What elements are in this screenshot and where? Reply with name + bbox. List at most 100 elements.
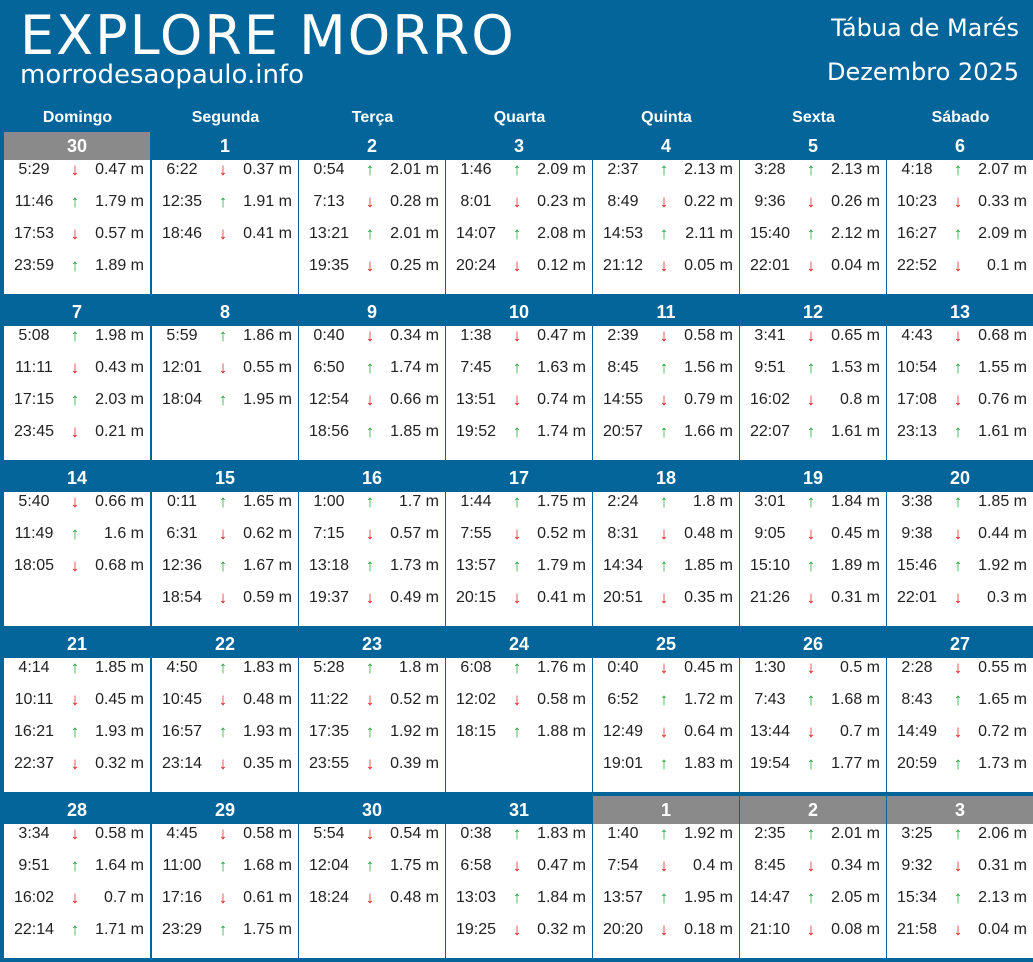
- tide-height: 0.28 m: [390, 193, 439, 210]
- day-number: 1: [593, 796, 739, 824]
- tide-row: 1:44 ↑ 1.75 m: [446, 486, 592, 518]
- tide-time: 13:44: [749, 723, 791, 740]
- tide-height: 1.8 m: [398, 659, 439, 676]
- tide-row: 7:43 ↑ 1.68 m: [740, 684, 886, 716]
- tide-row: 23:45 ↓ 0.21 m: [4, 416, 150, 448]
- arrow-up-icon: ↑: [659, 888, 669, 907]
- tide-time: 20:20: [602, 921, 644, 938]
- tide-height: 1.89 m: [95, 257, 144, 274]
- tide-time: 6:22: [166, 161, 198, 178]
- day-number: 1: [219, 136, 230, 156]
- tide-height: 0.47 m: [537, 857, 586, 874]
- tide-height: 0.4 m: [692, 857, 733, 874]
- site-url: morrodesaopaulo.info: [20, 60, 304, 90]
- day-cell: 1:38 ↓ 0.47 m 7:45 ↑ 1.63 m 13:51 ↓ 0.74 m 19:52 ↑…: [446, 326, 592, 460]
- day-cell: 4:14 ↑ 1.85 m 10:11 ↓ 0.45 m 16:21 ↑ 1.93 m 22:37…: [4, 658, 150, 792]
- arrow-up-icon: ↑: [365, 224, 375, 243]
- tide-time: 4:18: [901, 161, 933, 178]
- tide-height: 0.41 m: [537, 589, 586, 606]
- tide-time: 16:57: [161, 723, 203, 740]
- tide-row: 11:49 ↑ 1.6 m: [4, 518, 150, 550]
- tide-height: 0.12 m: [537, 257, 586, 274]
- arrow-down-icon: ↓: [806, 192, 816, 211]
- tide-time: 14:34: [602, 557, 644, 574]
- tide-height: 0.7 m: [839, 723, 880, 740]
- tide-height: 2.06 m: [978, 825, 1027, 842]
- tide-height: 0.58 m: [95, 825, 144, 842]
- day-number: 16: [361, 468, 383, 488]
- arrow-down-icon: ↓: [659, 326, 669, 345]
- tide-height: 1.89 m: [831, 557, 880, 574]
- tide-height: 0.45 m: [831, 525, 880, 542]
- tide-time: 21:10: [749, 921, 791, 938]
- tide-row: 10:11 ↓ 0.45 m: [4, 684, 150, 716]
- tide-height: 1.61 m: [978, 423, 1027, 440]
- tide-height: 0.57 m: [95, 225, 144, 242]
- tide-height: 1.66 m: [684, 423, 733, 440]
- day-number: 3: [513, 136, 524, 156]
- arrow-down-icon: ↓: [365, 588, 375, 607]
- tide-height: 2.05 m: [831, 889, 880, 906]
- tide-time: 14:47: [749, 889, 791, 906]
- arrow-down-icon: ↓: [218, 358, 228, 377]
- tide-row: 13:44 ↓ 0.7 m: [740, 716, 886, 748]
- tide-time: 19:35: [308, 257, 350, 274]
- arrow-up-icon: ↑: [70, 326, 80, 345]
- tide-row: 1:30 ↓ 0.5 m: [740, 652, 886, 684]
- tide-row: 4:45 ↓ 0.58 m: [152, 818, 298, 850]
- tide-height: 1.73 m: [390, 557, 439, 574]
- tide-height: 0.39 m: [390, 755, 439, 772]
- tide-row: 19:35 ↓ 0.25 m: [299, 250, 445, 282]
- arrow-up-icon: ↑: [953, 492, 963, 511]
- tide-height: 0.21 m: [95, 423, 144, 440]
- tide-row: 15:40 ↑ 2.12 m: [740, 218, 886, 250]
- header: EXPLORE MORRO morrodesaopaulo.info Tábua…: [0, 0, 1033, 132]
- day-cell: 1:00 ↑ 1.7 m 7:15 ↓ 0.57 m 13:18 ↑ 1.73 m 19:37 ↓ 0…: [299, 492, 445, 626]
- arrow-down-icon: ↓: [70, 888, 80, 907]
- tide-time: 5:59: [166, 327, 198, 344]
- tide-height: 0.33 m: [978, 193, 1027, 210]
- tide-row: 22:01 ↓ 0.3 m: [887, 582, 1033, 614]
- tide-row: 0:38 ↑ 1.83 m: [446, 818, 592, 850]
- tide-height: 1.79 m: [537, 557, 586, 574]
- arrow-up-icon: ↑: [512, 224, 522, 243]
- tide-row: 10:45 ↓ 0.48 m: [152, 684, 298, 716]
- tide-height: 0.64 m: [684, 723, 733, 740]
- tide-time: 18:46: [161, 225, 203, 242]
- tide-row: 12:01 ↓ 0.55 m: [152, 352, 298, 384]
- arrow-up-icon: ↑: [806, 690, 816, 709]
- tide-height: 1.93 m: [95, 723, 144, 740]
- arrow-up-icon: ↑: [953, 160, 963, 179]
- arrow-up-icon: ↑: [365, 658, 375, 677]
- tide-height: 2.09 m: [978, 225, 1027, 242]
- tide-time: 1:44: [460, 493, 492, 510]
- tide-time: 20:15: [455, 589, 497, 606]
- arrow-down-icon: ↓: [953, 192, 963, 211]
- tide-height: 0.79 m: [684, 391, 733, 408]
- tide-time: 5:40: [18, 493, 50, 510]
- tide-row: 3:01 ↑ 1.84 m: [740, 486, 886, 518]
- tide-height: 0.22 m: [684, 193, 733, 210]
- arrow-up-icon: ↑: [953, 556, 963, 575]
- tide-time: 9:05: [754, 525, 786, 542]
- tide-height: 1.88 m: [537, 723, 586, 740]
- tide-height: 1.67 m: [243, 557, 292, 574]
- day-number: 5: [807, 136, 818, 156]
- tide-row: 5:54 ↓ 0.54 m: [299, 818, 445, 850]
- tide-row: 14:07 ↑ 2.08 m: [446, 218, 592, 250]
- tide-height: 1.64 m: [95, 857, 144, 874]
- tide-time: 14:55: [602, 391, 644, 408]
- arrow-up-icon: ↑: [218, 192, 228, 211]
- tide-height: 0.5 m: [839, 659, 880, 676]
- arrow-up-icon: ↑: [218, 658, 228, 677]
- arrow-up-icon: ↑: [806, 224, 816, 243]
- tide-time: 2:24: [607, 493, 639, 510]
- tide-row: 6:22 ↓ 0.37 m: [152, 154, 298, 186]
- arrow-down-icon: ↓: [70, 690, 80, 709]
- day-cell: 5:29 ↓ 0.47 m 11:46 ↑ 1.79 m 17:53 ↓ 0.57 m 23:59…: [4, 160, 150, 294]
- arrow-up-icon: ↑: [70, 856, 80, 875]
- tide-time: 23:59: [13, 257, 55, 274]
- tide-time: 19:54: [749, 755, 791, 772]
- tide-row: 23:55 ↓ 0.39 m: [299, 748, 445, 780]
- day-cell: 3:41 ↓ 0.65 m 9:51 ↑ 1.53 m 16:02 ↓ 0.8 m 22:07 ↑ 1…: [740, 326, 886, 460]
